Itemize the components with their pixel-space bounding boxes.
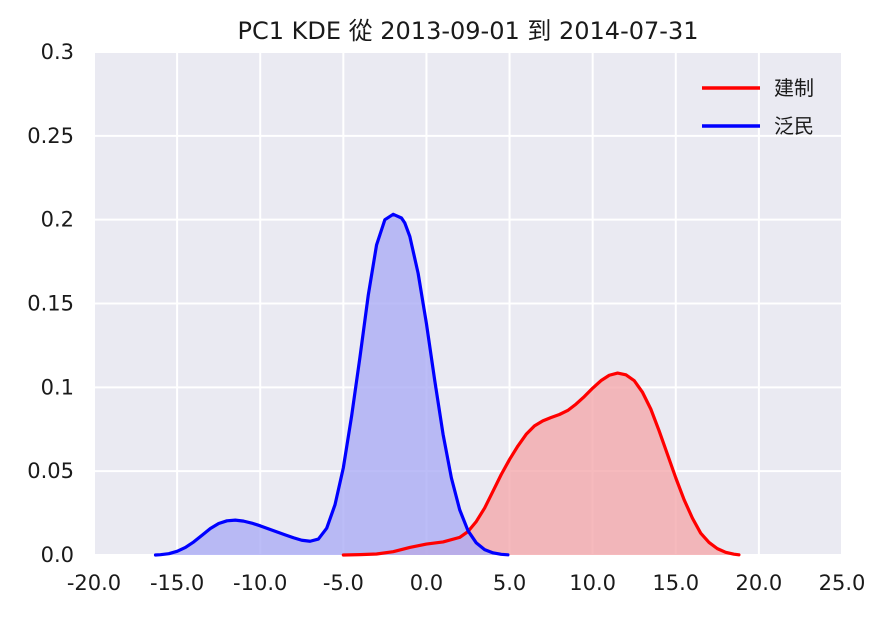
x-tick-label: -20.0 <box>67 571 121 595</box>
x-tick-label: 0.0 <box>410 571 443 595</box>
x-tick-label: 5.0 <box>493 571 526 595</box>
y-tick-label: 0.15 <box>27 292 74 316</box>
y-tick-label: 0.1 <box>41 375 74 399</box>
density-fill-series-0 <box>343 373 739 555</box>
y-tick-label: 0.05 <box>27 459 74 483</box>
x-tick-label: -10.0 <box>233 571 287 595</box>
y-tick-labels: 0.0 0.05 0.1 0.15 0.2 0.25 0.3 <box>27 40 74 567</box>
density-line-series-0 <box>341 371 741 557</box>
y-tick-label: 0.0 <box>41 543 74 567</box>
x-tick-labels: -20.0 -15.0 -10.0 -5.0 0.0 5.0 10.0 15.0 20.0 25.… <box>67 571 866 595</box>
chart-title: PC1 KDE 從 2013-09-01 到 2014-07-31 <box>238 17 699 45</box>
x-tick-label: 15.0 <box>652 571 699 595</box>
y-tick-label: 0.3 <box>41 40 74 64</box>
legend-label: 建制 <box>774 76 814 100</box>
density-fill-series-1 <box>155 214 508 556</box>
y-tick-label: 0.2 <box>41 208 74 232</box>
density-line-series-1 <box>153 212 510 557</box>
x-tick-label: 20.0 <box>736 571 783 595</box>
density-lines <box>153 212 741 557</box>
x-tick-label: -15.0 <box>150 571 204 595</box>
x-tick-label: -5.0 <box>323 571 364 595</box>
y-tick-label: 0.25 <box>27 124 74 148</box>
legend-label: 泛民 <box>774 114 814 138</box>
density-fills <box>155 214 739 556</box>
x-tick-label: 25.0 <box>819 571 866 595</box>
x-tick-label: 10.0 <box>569 571 616 595</box>
